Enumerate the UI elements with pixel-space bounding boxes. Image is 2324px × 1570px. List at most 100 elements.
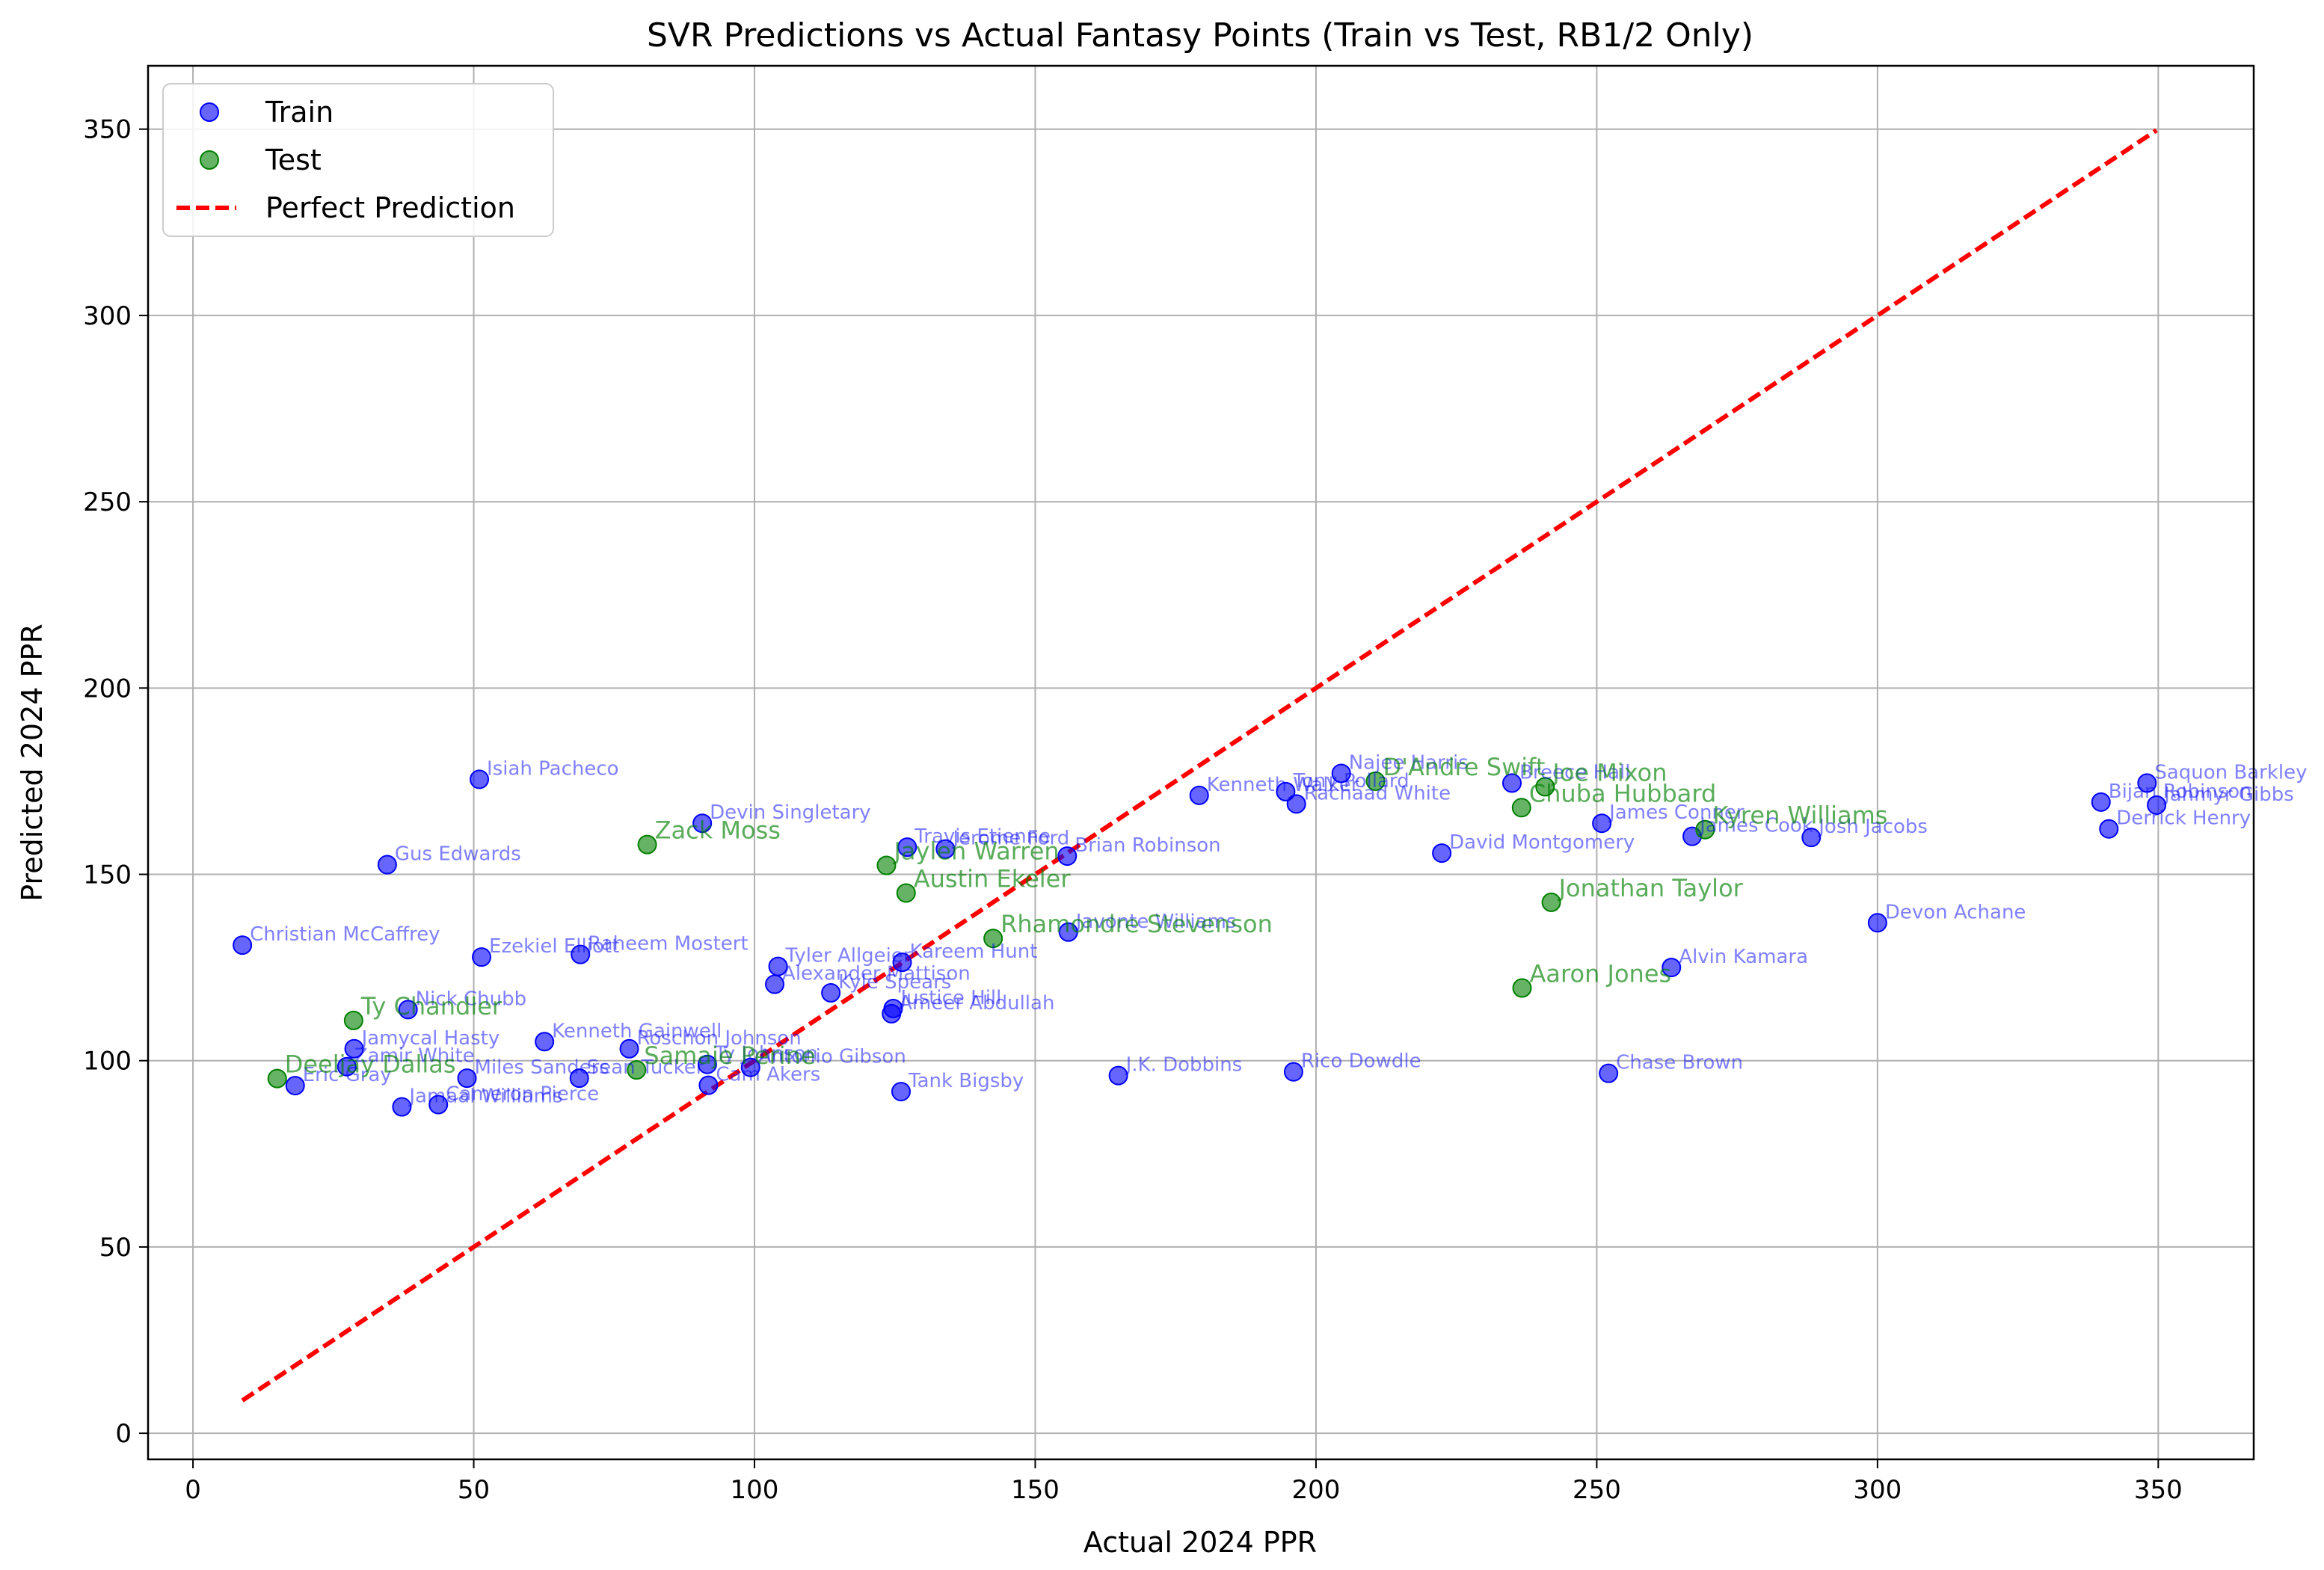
test-point	[343, 1010, 363, 1030]
train-point	[2147, 795, 2167, 815]
perfect-prediction-segment	[241, 128, 2158, 1403]
y-tick-label: 100	[83, 1047, 132, 1077]
train-point	[377, 855, 397, 875]
train-point	[1801, 828, 1822, 848]
train-point	[233, 935, 253, 955]
train-point	[1189, 785, 1209, 805]
train-point	[1058, 922, 1078, 942]
train-point	[470, 769, 490, 789]
train-point-label: J.K. Dobbins	[1125, 1054, 1243, 1077]
train-point-label: Breece Hall	[1519, 761, 1630, 784]
train-point-label: Antonio Gibson	[758, 1046, 906, 1068]
train-point	[1599, 1063, 1619, 1083]
test-point	[896, 883, 916, 903]
y-axis-ticks: 0 50 100 150 200 250 300 350	[83, 115, 148, 1449]
train-point-label: Kenneth Gainwell	[552, 1020, 722, 1042]
train-point	[882, 1003, 902, 1023]
train-point	[1432, 843, 1452, 864]
train-point	[344, 1038, 364, 1059]
train-point	[285, 1076, 305, 1096]
train-point	[1057, 846, 1078, 866]
train-point-label: Jamycal Hasty	[360, 1027, 500, 1050]
y-tick-label: 200	[83, 674, 132, 704]
x-axis-label: Actual 2024 PPR	[1083, 1526, 1317, 1559]
y-tick-label: 150	[83, 861, 132, 890]
test-point-label: Rhamondre Stevenson	[1000, 910, 1273, 938]
train-point	[336, 1056, 357, 1077]
train-point	[897, 837, 917, 858]
perfect-prediction-line	[241, 128, 2158, 1403]
test-point	[1511, 798, 1531, 818]
train-point	[428, 1095, 449, 1115]
train-point-label: Nick Chubb	[416, 988, 526, 1010]
train-point	[821, 983, 841, 1003]
train-point-label: Brian Robinson	[1075, 834, 1220, 857]
train-point-label: Isiah Pacheco	[487, 757, 619, 780]
test-point	[1365, 771, 1386, 791]
x-tick-label: 350	[2134, 1475, 2183, 1505]
train-point-label: Ezekiel Elliott	[489, 935, 619, 958]
train-point	[935, 839, 956, 859]
train-point	[457, 1068, 477, 1089]
test-point-label: Ty Chandler	[360, 992, 502, 1020]
legend-train-label: Train	[265, 96, 333, 129]
train-point	[765, 974, 785, 994]
train-point-label: Tyler Allgeier	[785, 945, 912, 967]
train-point	[697, 1054, 717, 1074]
train-point-label: Rico Dowdle	[1301, 1050, 1421, 1073]
x-tick-label: 300	[1853, 1475, 1902, 1505]
train-point	[2091, 792, 2111, 812]
train-point	[1867, 913, 1887, 933]
train-point	[619, 1038, 639, 1059]
test-point-label: Chuba Hubbard	[1529, 779, 1716, 807]
legend-box	[162, 83, 554, 237]
test-point-label: Jaylen Warren	[892, 837, 1059, 866]
train-point	[1661, 958, 1682, 978]
train-point-label: Alvin Kamara	[1679, 946, 1808, 968]
train-point-label: James Cook	[1698, 815, 1813, 837]
train-point-label: Sean Tucker	[587, 1056, 704, 1079]
legend: Train Test Perfect Prediction	[162, 83, 554, 237]
train-point-label: Rachaad White	[1304, 782, 1451, 804]
train-point	[740, 1057, 760, 1077]
train-point	[692, 813, 713, 834]
x-tick-label: 50	[458, 1475, 490, 1505]
train-point	[1286, 794, 1306, 814]
train-point-label: Najee Harris	[1349, 751, 1469, 774]
test-point-label: Zack Moss	[655, 816, 781, 845]
train-point	[1502, 773, 1522, 793]
test-point-label: Austin Ekeler	[914, 864, 1072, 893]
train-point-label: Kenneth Walker	[1207, 774, 1359, 796]
train-point-label: Eric Gray	[303, 1064, 392, 1086]
train-point-label: Devin Singletary	[710, 801, 871, 824]
train-point-label: Derrick Henry	[2116, 807, 2251, 830]
train-point-label: Raheem Mostert	[588, 933, 748, 955]
test-point-label: D'Andre Swift	[1383, 753, 1546, 781]
test-point-label: Samaje Perine	[644, 1041, 815, 1070]
train-point-label: Bijan Robinson	[2109, 781, 2252, 803]
train-point-label: Justice Hill	[899, 987, 1001, 1009]
x-tick-label: 0	[185, 1475, 201, 1505]
y-tick-label: 50	[99, 1233, 132, 1263]
train-point	[2099, 819, 2119, 839]
test-point	[1535, 777, 1555, 797]
data-points	[233, 763, 2167, 1117]
train-point-label: David Montgomery	[1449, 831, 1635, 854]
train-point-label: James Conner	[1608, 801, 1744, 824]
train-point-label: Ty Johnson	[714, 1043, 818, 1065]
train-point	[2137, 773, 2157, 793]
y-tick-label: 0	[115, 1419, 132, 1449]
test-point	[1512, 978, 1532, 998]
train-point-label: Christian McCaffrey	[250, 923, 440, 946]
y-tick-label: 350	[83, 115, 132, 145]
train-point-label: Travis Etienne	[914, 825, 1051, 848]
test-point-label: Deeljay Dallas	[285, 1050, 456, 1079]
chart-title: SVR Predictions vs Actual Fantasy Points…	[647, 16, 1753, 55]
train-point-label: Jamaal Williams	[408, 1086, 562, 1108]
train-point-label: Jerome Ford	[951, 828, 1069, 850]
train-point-label: Kareem Hunt	[910, 941, 1038, 963]
train-point	[698, 1075, 719, 1095]
test-point-label: Aaron Jones	[1530, 960, 1672, 988]
test-point	[983, 929, 1003, 949]
